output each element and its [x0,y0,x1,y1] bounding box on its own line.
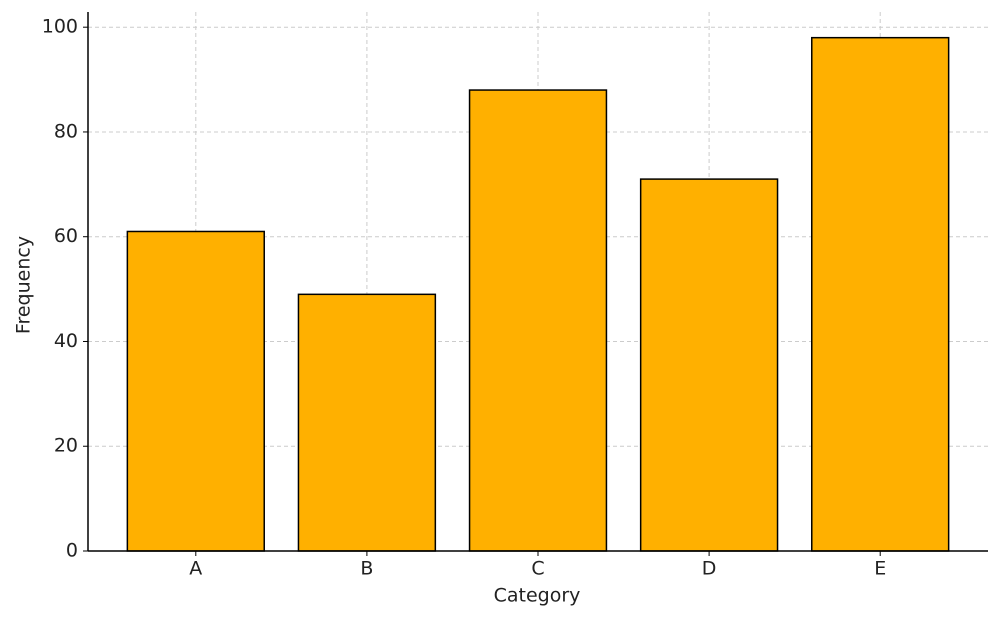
y-tick-label: 80 [54,120,78,142]
bar [811,36,950,552]
bar [468,89,608,552]
x-tick-label: D [702,558,717,580]
x-tick-label: E [874,558,886,580]
bar [297,293,437,552]
y-tick-label: 100 [42,16,78,38]
y-tick-label: 40 [54,330,78,352]
x-tick-label: B [360,558,373,580]
y-tick-label: 20 [54,435,78,457]
bar [639,178,779,552]
x-tick-label: A [189,558,202,580]
y-tick-label: 0 [66,540,78,562]
bar [126,230,265,552]
x-tick-label: C [531,558,544,580]
y-tick-label: 60 [54,225,78,247]
x-axis-label: Category [494,585,581,607]
y-axis-label: Frequency [13,236,35,334]
